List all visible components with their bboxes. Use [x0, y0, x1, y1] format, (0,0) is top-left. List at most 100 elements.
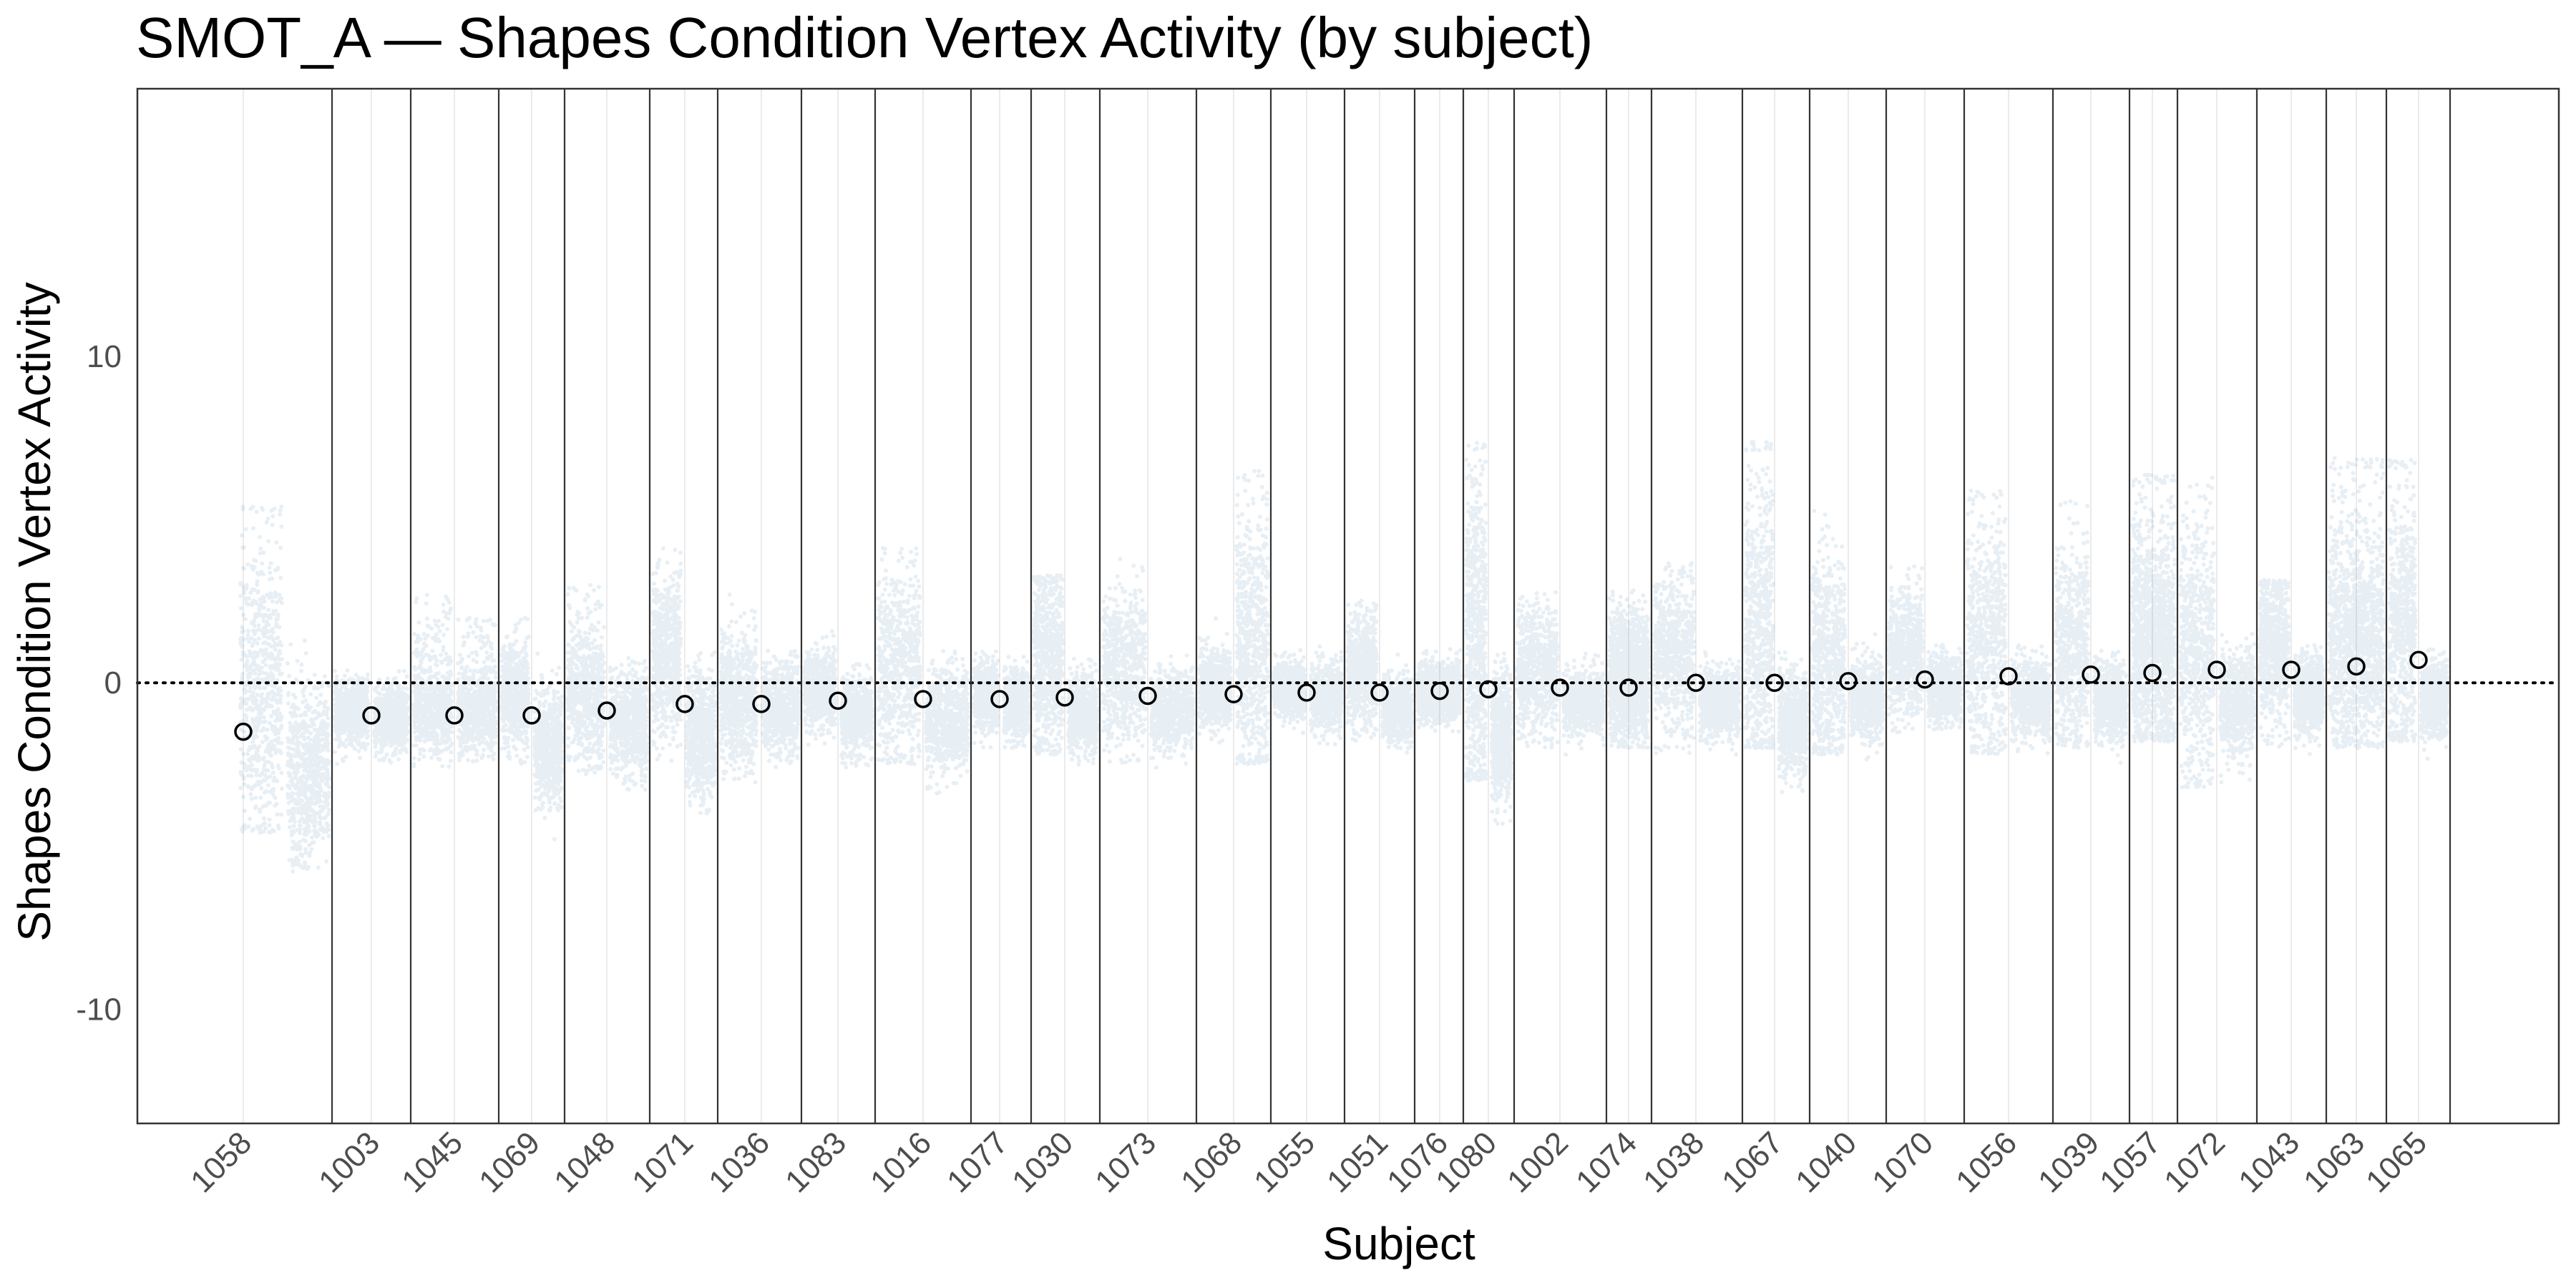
point-cloud-1036-2 — [760, 648, 801, 769]
point-cloud-1067-2 — [1777, 650, 1810, 794]
point-cloud-1030-2 — [1066, 656, 1100, 767]
mean-marker-1071 — [675, 695, 694, 713]
x-tick-label-1036: 1036 — [702, 1125, 776, 1199]
plot-frame — [136, 87, 2560, 1125]
x-tick-label-1057: 1057 — [2093, 1125, 2167, 1199]
x-tick-label-1072: 1072 — [2157, 1125, 2232, 1199]
x-tick-label-1056: 1056 — [1949, 1125, 2024, 1199]
x-tick-label-1038: 1038 — [1636, 1125, 1711, 1199]
x-tick-label-1051: 1051 — [1320, 1125, 1395, 1199]
points-1063 — [2327, 456, 2386, 751]
mean-marker-1058 — [234, 722, 253, 741]
point-cloud-1002-2 — [1561, 651, 1606, 757]
point-cloud-1080-2 — [1489, 651, 1513, 826]
points-1030 — [1032, 572, 1100, 767]
points-1057 — [2130, 472, 2177, 744]
points-1070 — [1887, 564, 1964, 735]
points-1076 — [1415, 647, 1463, 734]
x-tick-label-1030: 1030 — [1005, 1125, 1080, 1199]
points-1003 — [333, 668, 410, 766]
x-tick-label-1043: 1043 — [2232, 1125, 2306, 1199]
points-1040 — [1810, 509, 1886, 762]
mean-marker-1036 — [752, 695, 771, 713]
mean-marker-1065 — [2409, 650, 2428, 670]
mean-marker-1072 — [2207, 660, 2226, 679]
mean-marker-1040 — [1839, 672, 1858, 691]
x-tick-label-1016: 1016 — [864, 1125, 938, 1199]
mean-marker-1073 — [1138, 686, 1157, 706]
x-tick-label-1074: 1074 — [1569, 1125, 1644, 1199]
x-tick-label-1048: 1048 — [547, 1125, 622, 1199]
points-1039 — [2054, 499, 2129, 765]
mean-marker-1068 — [1224, 685, 1243, 703]
point-cloud-1038-2 — [1697, 650, 1742, 757]
x-tick-label-1003: 1003 — [312, 1125, 386, 1199]
points-1036 — [718, 592, 801, 785]
x-tick-label-1040: 1040 — [1789, 1125, 1863, 1199]
point-cloud-1056-1 — [1965, 488, 2009, 756]
points-1002 — [1515, 590, 1606, 757]
x-tick-label-1067: 1067 — [1715, 1125, 1790, 1199]
point-cloud-1039-2 — [2092, 648, 2129, 765]
mean-marker-1056 — [1999, 667, 2018, 686]
mean-marker-1057 — [2143, 663, 2162, 683]
x-tick-label-1069: 1069 — [472, 1125, 547, 1199]
point-cloud-1077-1 — [972, 649, 1001, 750]
point-cloud-1073-2 — [1148, 653, 1196, 770]
x-tick-label-1065: 1065 — [2359, 1125, 2434, 1199]
x-axis-title: Subject — [1322, 1218, 1475, 1269]
point-cloud-1016-1 — [876, 545, 922, 766]
points-1048 — [565, 582, 649, 792]
x-tick-label-1083: 1083 — [779, 1125, 853, 1199]
point-cloud-1030-1 — [1032, 572, 1065, 757]
point-cloud-1070-2 — [1926, 643, 1964, 732]
mean-marker-1077 — [990, 690, 1009, 708]
mean-marker-1051 — [1370, 683, 1389, 702]
points-1068 — [1197, 469, 1270, 766]
x-axis-ticks: 1058 1003 1045 1069 1048 1071 1036 1083 1016 1077… — [184, 1125, 2434, 1199]
mean-marker-1038 — [1687, 673, 1705, 692]
mean-marker-1070 — [1916, 670, 1934, 689]
x-tick-label-1045: 1045 — [395, 1125, 469, 1199]
points-1055 — [1272, 644, 1345, 746]
point-cloud-1040-1 — [1810, 509, 1848, 757]
y-tick-label--10: -10 — [76, 992, 122, 1027]
point-cloud-1058-2 — [286, 638, 331, 874]
points-1058 — [238, 504, 331, 874]
x-tick-label-1071: 1071 — [625, 1125, 700, 1199]
x-tick-label-1055: 1055 — [1247, 1125, 1322, 1199]
point-cloud-1040-2 — [1848, 632, 1886, 762]
point-cloud-1074-1 — [1607, 588, 1651, 750]
minor-gridlines — [243, 89, 2419, 1123]
x-tick-label-1002: 1002 — [1501, 1125, 1575, 1199]
point-cloud-1002-1 — [1515, 590, 1560, 750]
point-cloud-1071-2 — [684, 650, 718, 816]
point-cloud-1051-1 — [1345, 598, 1380, 743]
y-tick-label-0: 0 — [104, 665, 122, 701]
point-cloud-1043-1 — [2258, 577, 2291, 749]
points-1016 — [876, 545, 971, 796]
point-cloud-1065-2 — [2419, 647, 2449, 761]
points-1056 — [1965, 488, 2053, 756]
point-cloud-1069-2 — [532, 651, 565, 841]
x-tick-label-1068: 1068 — [1174, 1125, 1249, 1199]
x-tick-label-1070: 1070 — [1865, 1125, 1940, 1199]
mean-marker-1048 — [597, 701, 616, 720]
mean-marker-1067 — [1765, 673, 1784, 692]
mean-marker-1080 — [1479, 680, 1498, 699]
point-cloud-1070-1 — [1887, 564, 1925, 735]
mean-marker-1043 — [2282, 660, 2301, 679]
points-1069 — [499, 615, 565, 841]
mean-marker-1045 — [445, 706, 464, 725]
mean-marker-1030 — [1055, 688, 1074, 707]
point-cloud-1063-1 — [2327, 456, 2386, 751]
point-cloud-1083-2 — [839, 662, 875, 770]
mean-marker-1063 — [2347, 657, 2366, 676]
point-cloud-1045-1 — [411, 592, 454, 769]
point-cloud-1038-1 — [1652, 561, 1697, 756]
point-cloud-1065-1 — [2387, 457, 2418, 743]
point-cloud-1080-1 — [1464, 440, 1488, 783]
point-cloud-1016-2 — [924, 648, 971, 796]
points-1067 — [1743, 439, 1810, 794]
